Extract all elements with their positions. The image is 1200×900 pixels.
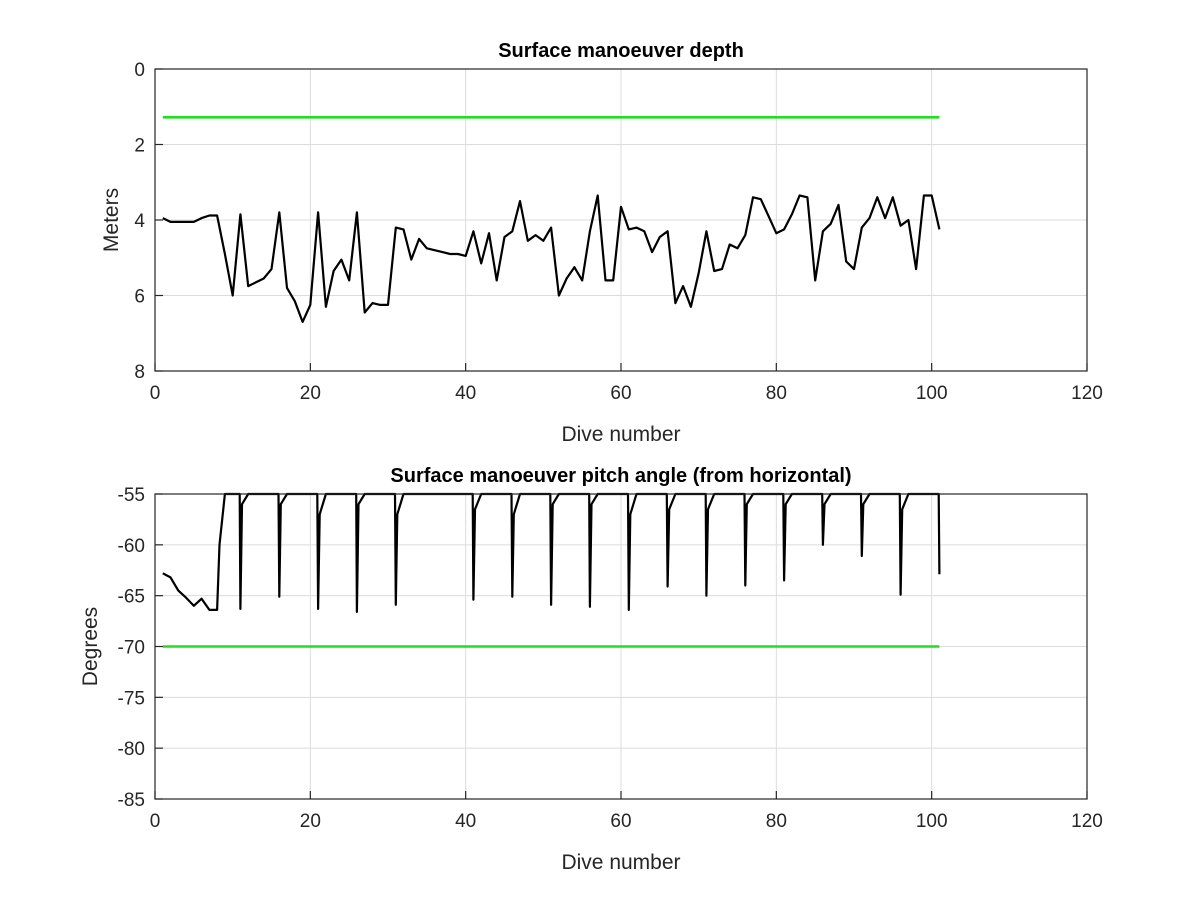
pitch-chart-ytick-label: -70 — [118, 638, 145, 659]
pitch-chart-ylabel: Degrees — [79, 607, 102, 686]
depth-chart-ytick-label: 8 — [134, 362, 145, 383]
pitch-chart-xtick-label: 0 — [150, 811, 161, 832]
depth-chart-title: Surface manoeuver depth — [498, 40, 744, 62]
pitch-chart: Surface manoeuver pitch angle (from hori… — [79, 465, 1103, 874]
pitch-chart-xtick-label: 60 — [610, 811, 631, 832]
depth-chart-ylabel: Meters — [100, 188, 123, 252]
depth-chart-grid — [154, 68, 1088, 372]
depth-chart: Surface manoeuver depth Dive number Mete… — [100, 40, 1103, 446]
pitch-chart-ytick-label: -75 — [118, 688, 145, 709]
depth-chart-xtick-label: 40 — [455, 383, 476, 404]
pitch-chart-title: Surface manoeuver pitch angle (from hori… — [390, 465, 851, 487]
depth-chart-data-line — [162, 194, 941, 323]
depth-chart-ytick-label: 6 — [134, 287, 145, 308]
depth-chart-xtick-label: 0 — [150, 383, 161, 404]
depth-chart-xlabel: Dive number — [561, 423, 680, 446]
pitch-chart-xtick-label: 40 — [455, 811, 476, 832]
pitch-chart-xtick-label: 100 — [916, 811, 948, 832]
depth-chart-xtick-label: 100 — [916, 383, 948, 404]
depth-chart-ytick-label: 2 — [134, 136, 145, 157]
pitch-chart-xtick-label: 120 — [1071, 811, 1103, 832]
pitch-chart-data-line — [162, 492, 941, 614]
depth-chart-ytick-label: 0 — [134, 60, 145, 81]
pitch-chart-xtick-label: 80 — [766, 811, 787, 832]
depth-chart-ytick-label: 4 — [134, 211, 145, 232]
depth-chart-xtick-label: 120 — [1071, 383, 1103, 404]
pitch-chart-xlabel: Dive number — [561, 851, 680, 874]
pitch-chart-ytick-label: -65 — [118, 587, 145, 608]
pitch-chart-xtick-label: 20 — [300, 811, 321, 832]
depth-chart-xtick-label: 60 — [610, 383, 631, 404]
depth-chart-xtick-label: 80 — [766, 383, 787, 404]
pitch-chart-ytick-label: -55 — [118, 485, 145, 506]
pitch-chart-ytick-label: -80 — [118, 739, 145, 760]
pitch-chart-ytick-label: -85 — [118, 790, 145, 811]
pitch-chart-ytick-label: -60 — [118, 536, 145, 557]
depth-chart-xtick-label: 20 — [300, 383, 321, 404]
